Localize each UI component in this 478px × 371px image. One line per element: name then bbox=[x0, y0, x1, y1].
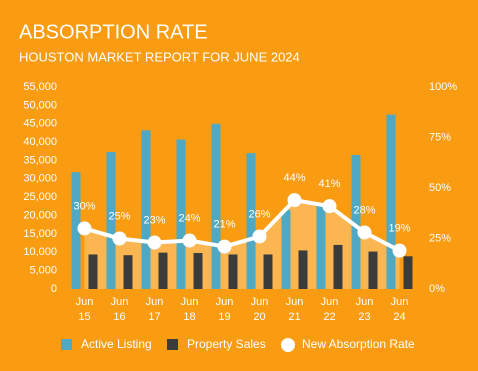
bar bbox=[333, 244, 343, 289]
chart-subtitle: HOUSTON MARKET REPORT FOR JUNE 2024 bbox=[19, 49, 300, 64]
y-tick-label: 35,000 bbox=[23, 154, 57, 166]
point bbox=[357, 225, 372, 240]
line bbox=[83, 197, 401, 253]
y2-tick-label: 25% bbox=[429, 232, 451, 244]
chart-title: ABSORPTION RATE bbox=[19, 21, 208, 43]
bar bbox=[246, 153, 256, 289]
y-tick-label: 50,000 bbox=[23, 99, 57, 111]
x-tick-label: Jun 24 bbox=[391, 296, 409, 323]
y-tick-label: 55,000 bbox=[23, 81, 57, 93]
value-label: 19% bbox=[388, 223, 410, 235]
bar bbox=[158, 252, 168, 289]
bar bbox=[403, 256, 413, 289]
y-tick-label: 25,000 bbox=[23, 191, 57, 203]
point bbox=[112, 231, 127, 246]
bar bbox=[386, 114, 396, 289]
bar bbox=[351, 154, 361, 289]
x-tick-label: Jun 15 bbox=[76, 296, 94, 323]
point bbox=[182, 233, 197, 248]
legend-marker bbox=[61, 339, 72, 350]
y2-tick-label: 100% bbox=[429, 81, 457, 93]
value-label: 23% bbox=[143, 214, 165, 226]
bar bbox=[141, 130, 151, 289]
bar bbox=[211, 123, 221, 290]
point bbox=[252, 229, 267, 244]
y-tick-label: 10,000 bbox=[23, 246, 57, 258]
y2-tick-label: 0% bbox=[429, 283, 445, 295]
bar bbox=[71, 172, 81, 289]
bar bbox=[316, 202, 326, 289]
value-label: 26% bbox=[248, 208, 270, 220]
bar bbox=[263, 254, 273, 289]
value-label: 30% bbox=[73, 200, 95, 212]
legend-label: Active Listing bbox=[81, 337, 152, 351]
bar bbox=[298, 250, 308, 289]
point bbox=[287, 193, 302, 208]
bar bbox=[193, 253, 203, 289]
point bbox=[322, 199, 337, 214]
y2-tick-label: 75% bbox=[429, 131, 451, 143]
bar bbox=[368, 251, 378, 289]
value-label: 44% bbox=[283, 172, 305, 184]
y-tick-label: 15,000 bbox=[23, 228, 57, 240]
x-tick-label: Jun 17 bbox=[146, 296, 164, 323]
x-tick-label: Jun 23 bbox=[356, 296, 374, 323]
y-tick-label: 5,000 bbox=[29, 265, 57, 277]
y-tick-label: 0 bbox=[51, 283, 57, 295]
legend-label: Property Sales bbox=[187, 337, 266, 351]
value-label: 25% bbox=[108, 210, 130, 222]
point bbox=[147, 235, 162, 250]
x-tick-label: Jun 16 bbox=[111, 296, 129, 323]
x-tick-label: Jun 20 bbox=[251, 296, 269, 323]
bar bbox=[228, 254, 238, 289]
legend-marker bbox=[167, 339, 178, 350]
y-tick-label: 20,000 bbox=[23, 209, 57, 221]
bar bbox=[176, 139, 186, 289]
bar bbox=[106, 152, 116, 289]
y2-tick-label: 50% bbox=[429, 182, 451, 194]
x-tick-label: Jun 22 bbox=[321, 296, 339, 323]
y-tick-label: 30,000 bbox=[23, 173, 57, 185]
point bbox=[217, 239, 232, 254]
value-label: 24% bbox=[178, 212, 200, 224]
value-label: 21% bbox=[213, 218, 235, 230]
point bbox=[392, 243, 407, 258]
value-label: 41% bbox=[318, 178, 340, 190]
y-tick-label: 40,000 bbox=[23, 136, 57, 148]
x-tick-label: Jun 19 bbox=[216, 296, 234, 323]
x-tick-label: Jun 18 bbox=[181, 296, 199, 323]
point bbox=[77, 221, 92, 236]
bar bbox=[281, 210, 291, 289]
bar bbox=[88, 254, 98, 289]
x-tick-label: Jun 21 bbox=[286, 296, 304, 323]
bar bbox=[123, 255, 133, 289]
legend-label: New Absorption Rate bbox=[302, 337, 415, 351]
y-tick-label: 45,000 bbox=[23, 118, 57, 130]
legend-marker bbox=[281, 338, 295, 352]
value-label: 28% bbox=[353, 204, 375, 216]
